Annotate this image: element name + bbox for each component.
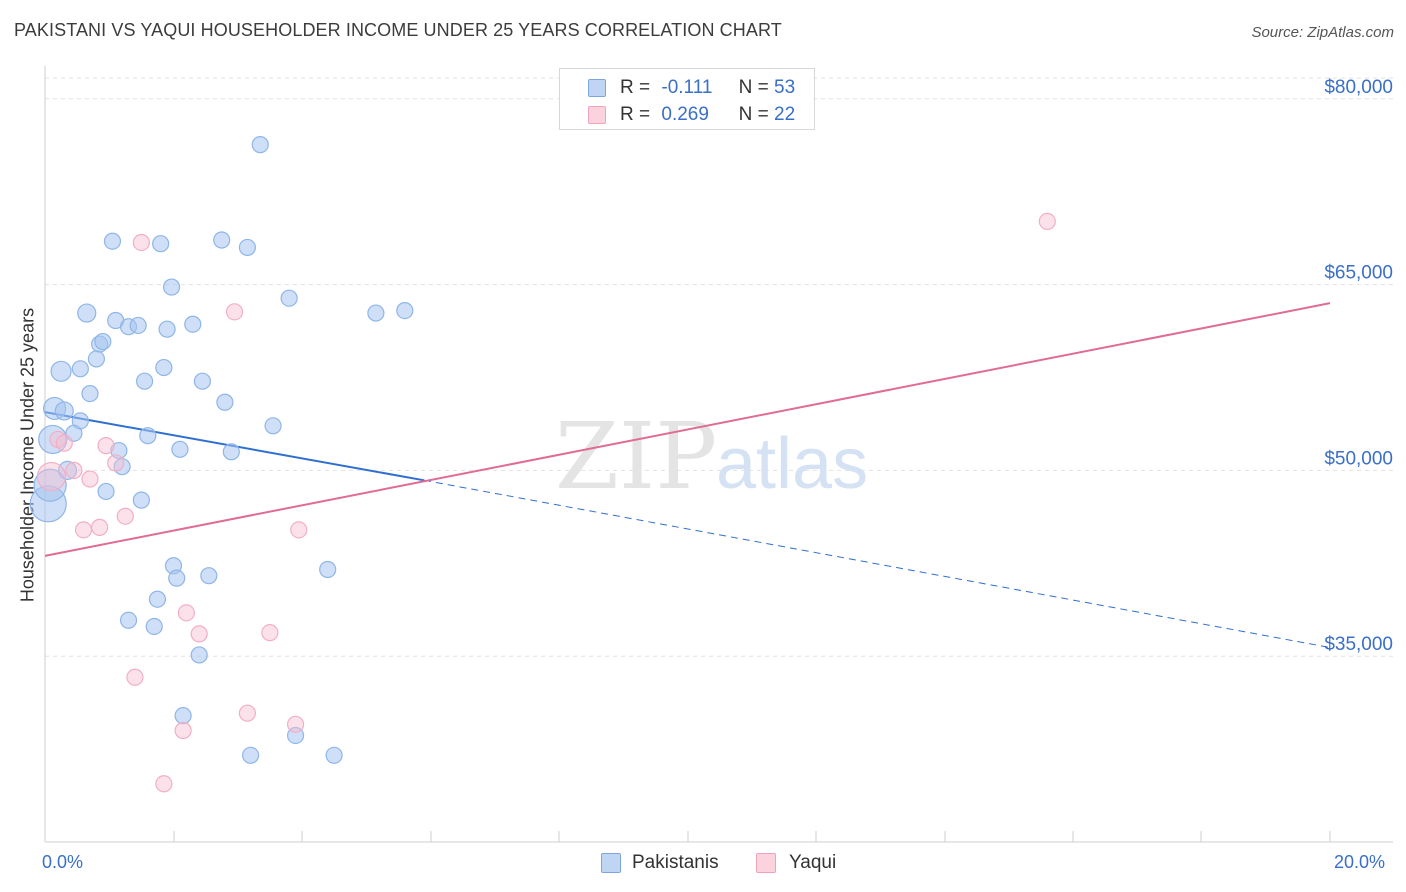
legend-pakistanis-label: Pakistanis	[632, 852, 719, 873]
pakistanis-point	[148, 590, 167, 608]
pakistanis-n-value: 53	[774, 77, 796, 98]
pakistanis-point	[119, 611, 138, 629]
x-tick-min: 0.0%	[42, 852, 84, 872]
pakistanis-point	[145, 617, 163, 636]
yaqui-point	[225, 303, 244, 321]
pakistanis-point	[319, 560, 337, 579]
gridlines	[45, 77, 1393, 657]
watermark-zip: ZIP	[555, 403, 717, 510]
yaqui-trend-line	[44, 302, 1331, 557]
pakistanis-point	[396, 301, 414, 320]
pakistanis-point	[251, 136, 269, 154]
y-tick-label: $65,000	[1324, 263, 1393, 284]
legend-yaqui-label: Yaqui	[789, 852, 837, 873]
pakistanis-point	[38, 424, 68, 455]
yaqui-point	[290, 521, 308, 539]
pakistanis-point	[94, 332, 112, 351]
yaqui-point	[126, 668, 144, 686]
pakistanis-point	[367, 304, 385, 322]
yaqui-point	[1038, 212, 1056, 231]
pakistanis-swatch	[588, 79, 606, 97]
yaqui-r-value: 0.269	[661, 104, 709, 125]
pakistanis-point	[57, 460, 78, 480]
pakistanis-point	[190, 646, 208, 664]
pakistanis-point	[155, 358, 173, 377]
pakistanis-trend-extension	[423, 479, 1331, 649]
pakistanis-point	[33, 468, 67, 502]
yaqui-point	[177, 604, 195, 622]
chart-source: Source: ZipAtlas.com	[1251, 24, 1394, 41]
pakistanis-point	[71, 412, 89, 430]
yaqui-point	[36, 461, 67, 492]
pakistanis-point	[168, 569, 186, 587]
pakistanis-point	[50, 360, 72, 382]
pakistanis-point	[280, 289, 298, 307]
pakistanis-point	[222, 443, 240, 461]
pakistanis-point	[216, 393, 234, 411]
yaqui-point	[261, 624, 279, 642]
pakistanis-point	[129, 316, 147, 335]
y-tick-label: $35,000	[1324, 634, 1393, 655]
legend-pakistanis-swatch	[601, 853, 621, 873]
yaqui-point	[97, 437, 115, 455]
yaqui-point	[238, 704, 256, 722]
pakistanis-point	[77, 303, 97, 323]
yaqui-point	[116, 507, 134, 525]
watermark-atlas: atlas	[716, 424, 868, 504]
yaqui-point	[65, 461, 83, 479]
yaqui-point	[286, 715, 305, 733]
yaqui-n-value: 22	[774, 104, 796, 125]
pakistanis-point	[325, 746, 343, 764]
yaqui-point	[132, 233, 150, 252]
pakistanis-point	[97, 482, 115, 501]
y-tick-labels: $35,000 $50,000 $65,000 $80,000	[1324, 77, 1393, 655]
legend-yaqui-swatch	[756, 853, 776, 873]
pakistanis-point	[135, 372, 154, 390]
yaqui-point	[91, 518, 109, 536]
axes	[44, 66, 1393, 843]
yaqui-point	[74, 521, 93, 539]
pakistanis-point	[193, 372, 212, 390]
data-points	[29, 136, 1056, 793]
pakistanis-point	[87, 350, 106, 368]
pakistanis-point	[71, 360, 89, 378]
pakistanis-point	[132, 491, 150, 509]
pakistanis-point	[158, 320, 176, 338]
yaqui-point	[55, 434, 73, 452]
x-tick-max: 20.0%	[1334, 852, 1386, 872]
pakistanis-point	[162, 278, 181, 296]
pakistanis-point	[139, 427, 157, 445]
yaqui-point	[81, 470, 99, 488]
stats-legend: R = -0.111 N = 53 R = 0.269 N = 22	[559, 68, 815, 130]
pakistanis-point	[184, 315, 202, 333]
y-tick-label: $50,000	[1324, 448, 1393, 469]
yaqui-point	[107, 454, 125, 472]
pakistanis-point	[81, 384, 99, 403]
pakistanis-point	[264, 417, 282, 435]
pakistanis-point	[152, 235, 170, 253]
pakistanis-point	[171, 440, 189, 458]
pakistanis-point	[200, 567, 218, 585]
yaqui-point	[155, 775, 173, 793]
pakistanis-point	[242, 746, 260, 764]
pakistanis-point	[213, 231, 231, 249]
yaqui-point	[190, 625, 208, 643]
yaqui-point	[174, 721, 192, 740]
pakistanis-point	[174, 707, 192, 725]
pakistanis-point	[54, 401, 74, 421]
pakistanis-r-value: -0.111	[661, 77, 713, 98]
pakistanis-point	[103, 232, 122, 250]
pakistanis-point	[238, 238, 256, 257]
chart-title: PAKISTANI VS YAQUI HOUSEHOLDER INCOME UN…	[14, 20, 782, 40]
y-tick-label: $80,000	[1324, 77, 1393, 98]
yaqui-swatch	[588, 106, 606, 124]
